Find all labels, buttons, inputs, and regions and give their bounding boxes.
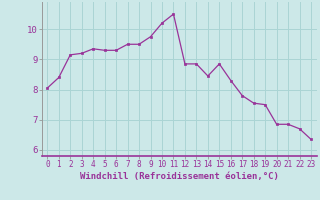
X-axis label: Windchill (Refroidissement éolien,°C): Windchill (Refroidissement éolien,°C) [80,172,279,181]
